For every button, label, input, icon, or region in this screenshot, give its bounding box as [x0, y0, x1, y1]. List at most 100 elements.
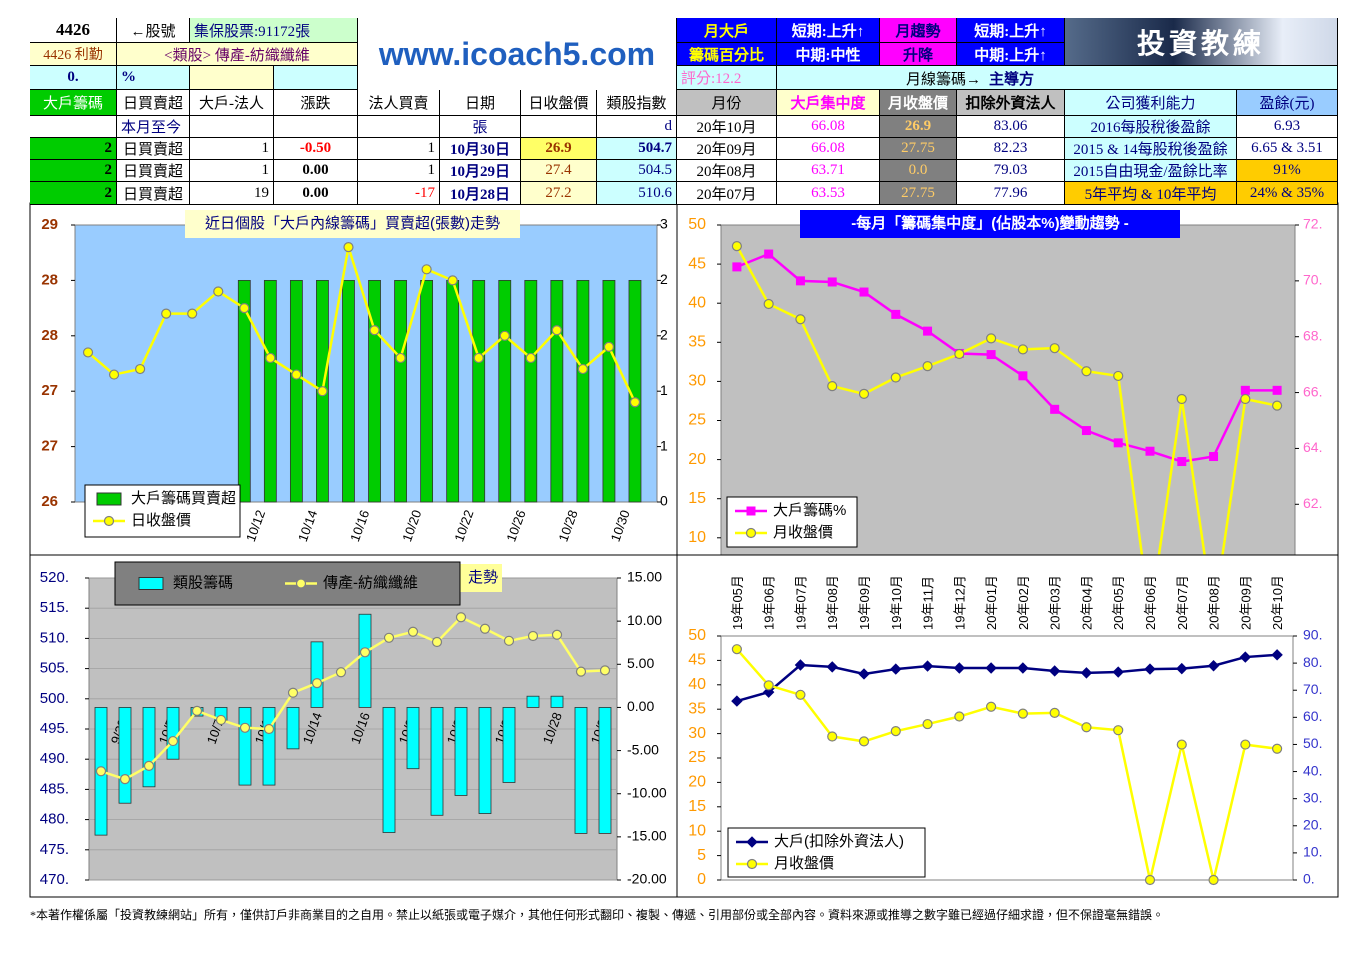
table-cell: 27.2 — [521, 182, 597, 205]
table-cell: 月線籌碼→ — [905, 71, 981, 88]
legend-label: 大戶籌碼% — [773, 502, 846, 519]
marker — [1049, 343, 1060, 354]
table-cell: 63.71 — [777, 160, 880, 182]
table-cell: 10月28日 — [440, 182, 521, 205]
y2-tick-label: 15.00 — [627, 569, 662, 585]
marker — [455, 612, 467, 623]
table-cell: 504.5 — [597, 160, 677, 182]
legend-label: 大戶籌碼買賣超 — [131, 490, 236, 507]
bar — [358, 613, 372, 708]
marker — [577, 363, 588, 375]
legend-label: 月收盤價 — [774, 855, 834, 872]
marker — [795, 276, 805, 286]
y2-tick-label: -5.00 — [627, 741, 659, 757]
marker — [82, 347, 94, 358]
table-cell: 日收盤價 — [521, 90, 597, 116]
table-cell: 20年09月 — [677, 138, 777, 160]
y-tick-label: 30 — [688, 373, 706, 390]
table-cell: 類股指數 — [597, 90, 677, 116]
table-cell: 日期 — [440, 90, 521, 116]
y2-tick-label: 90. — [1303, 627, 1322, 643]
marker — [295, 578, 307, 589]
y-tick-label: 475. — [40, 841, 69, 858]
y-tick-label: 500. — [40, 690, 69, 707]
marker — [1112, 666, 1124, 678]
y2-tick-label: 1 — [660, 382, 668, 398]
table-cell: ←股號 — [117, 18, 190, 43]
marker — [575, 666, 587, 677]
y-tick-label: 20 — [688, 774, 706, 791]
table-cell: 10月29日 — [440, 160, 521, 182]
marker — [407, 626, 419, 637]
y2-tick-label: -10.00 — [627, 784, 667, 800]
table-cell: 20年07月 — [677, 182, 777, 205]
table-cell: 本月至今 — [117, 116, 190, 138]
y-tick-label: 45 — [688, 255, 706, 272]
bar — [263, 279, 277, 503]
marker — [187, 308, 198, 319]
marker — [527, 630, 539, 642]
x-tick-label: 19年11月 — [921, 576, 936, 630]
bar — [574, 707, 588, 834]
marker — [1017, 344, 1028, 355]
marker — [1176, 739, 1187, 750]
x-tick-label: 19年12月 — [952, 575, 967, 630]
marker — [215, 714, 227, 726]
table-cell: -0.50 — [274, 138, 358, 160]
marker — [858, 736, 870, 747]
y-tick-label: 495. — [40, 720, 69, 737]
marker — [103, 515, 115, 527]
y2-tick-label: 10. — [1303, 844, 1322, 860]
y2-tick-label: 10.00 — [627, 612, 662, 628]
table-cell: 82.23 — [957, 138, 1065, 160]
marker — [858, 388, 870, 400]
bar — [310, 641, 324, 708]
x-tick-label: 19年08月 — [825, 575, 840, 630]
y2-tick-label: 70. — [1303, 681, 1322, 697]
chart-title: 走勢 — [468, 569, 498, 586]
y2-tick-label: 50. — [1303, 735, 1322, 751]
marker — [986, 333, 997, 344]
y-tick-label: 485. — [40, 780, 69, 797]
title-box — [185, 210, 520, 238]
table-cell: 日買賣超 — [117, 90, 190, 116]
table-cell: 4426 — [30, 18, 117, 43]
chart-title: 近日個股「大戶內線籌碼」買賣超(張數)走勢 — [205, 215, 500, 232]
table-cell: 日買賣超 — [117, 138, 190, 160]
table-cell: 91% — [1237, 160, 1338, 182]
marker — [161, 308, 172, 319]
marker — [858, 668, 870, 680]
y-tick-label: 50 — [688, 627, 706, 644]
marker — [317, 386, 328, 397]
y-tick-label: 10 — [688, 529, 706, 546]
marker — [890, 726, 901, 737]
y2-tick-label: 5.00 — [627, 655, 654, 671]
table-cell: 1 — [190, 138, 274, 160]
table-cell: 6.93 — [1237, 116, 1338, 138]
chart: 2627272828290112239/2910/510/710/1210/14… — [30, 203, 677, 555]
marker — [1081, 426, 1091, 436]
y2-tick-label: 66. — [1303, 383, 1322, 399]
y-tick-label: 28 — [41, 327, 58, 344]
table-cell: <類股> 傳產-紡織纖維 — [117, 43, 358, 66]
table-cell: 2 — [30, 182, 117, 205]
marker — [239, 722, 251, 733]
x-tick-label: 20年03月 — [1048, 575, 1063, 630]
table-cell: 0.00 — [274, 160, 358, 182]
x-tick-label: 20年09月 — [1238, 575, 1253, 630]
table-cell: 63.53 — [777, 182, 880, 205]
bar — [598, 707, 612, 834]
cell-bg — [30, 116, 117, 138]
bar — [472, 279, 486, 503]
y-tick-label: 470. — [40, 871, 69, 888]
marker — [731, 644, 742, 655]
table-cell: 1 — [190, 160, 274, 182]
y2-tick-label: 0. — [1303, 871, 1315, 887]
table-cell: 0.00 — [274, 182, 358, 205]
table-cell: % — [117, 66, 190, 90]
line — [100, 615, 606, 781]
line — [735, 245, 1278, 555]
y-tick-label: 30 — [688, 725, 706, 742]
y-tick-label: 20 — [688, 451, 706, 468]
table-cell: 籌碼百分比 — [677, 43, 777, 66]
